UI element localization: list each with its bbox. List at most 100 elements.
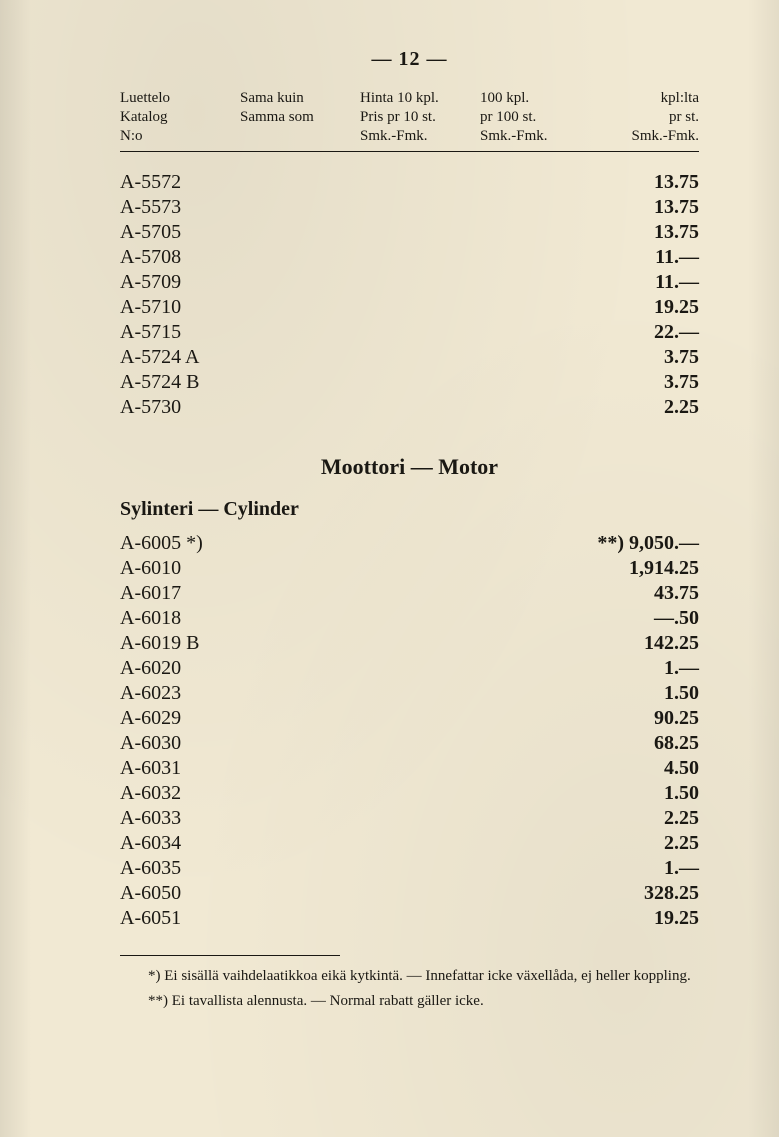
item-code: A-6018 — [120, 606, 181, 631]
item-code: A-5572 — [120, 170, 181, 195]
price-list-top: A-5572 13.75 A-5573 13.75 A-5705 13.75 A-5708 1… — [120, 170, 699, 420]
header-text: 100 kpl. — [480, 89, 600, 108]
table-row: A-5715 22.— — [120, 320, 699, 345]
item-code: A-6005 *) — [120, 531, 203, 556]
table-row: A-6029 90.25 — [120, 706, 699, 731]
table-row: A-5708 11.— — [120, 245, 699, 270]
item-price: 19.25 — [654, 906, 699, 931]
table-row: A-6035 1.— — [120, 856, 699, 881]
item-code: A-5730 — [120, 395, 181, 420]
table-row: A-5705 13.75 — [120, 220, 699, 245]
item-code: A-5573 — [120, 195, 181, 220]
item-code: A-5724 A — [120, 345, 199, 370]
item-code: A-5705 — [120, 220, 181, 245]
item-price: 328.25 — [644, 881, 699, 906]
footnote-1: *) Ei sisällä vaihdelaatikkoa eikä kytki… — [120, 966, 699, 986]
section-title: Moottori — Motor — [120, 454, 699, 480]
item-code: A-6029 — [120, 706, 181, 731]
item-price: 1,914.25 — [629, 556, 699, 581]
item-code: A-5708 — [120, 245, 181, 270]
header-text: Samma som — [240, 108, 360, 127]
table-row: A-6030 68.25 — [120, 731, 699, 756]
item-price: —.50 — [654, 606, 699, 631]
item-code: A-6050 — [120, 881, 181, 906]
table-row: A-5730 2.25 — [120, 395, 699, 420]
price-list-bottom: A-6005 *)**) 9,050.—A-60101,914.25A-6017… — [120, 531, 699, 931]
header-text: pr st. — [600, 108, 699, 127]
table-row: A-6017 43.75 — [120, 581, 699, 606]
table-row: A-5573 13.75 — [120, 195, 699, 220]
item-price: 13.75 — [654, 220, 699, 245]
item-code: A-6031 — [120, 756, 181, 781]
table-row: A-6019 B 142.25 — [120, 631, 699, 656]
table-row: A-5709 11.— — [120, 270, 699, 295]
item-price: 2.25 — [664, 395, 699, 420]
table-header: Luettelo Katalog N:o Sama kuin Samma som… — [120, 89, 699, 152]
item-price: 11.— — [655, 245, 699, 270]
item-price: **) 9,050.— — [597, 531, 699, 556]
item-price: 3.75 — [664, 370, 699, 395]
table-row: A-6023 1.50 — [120, 681, 699, 706]
header-col-price10: Hinta 10 kpl. Pris pr 10 st. Smk.-Fmk. — [360, 89, 480, 145]
page-number: — 12 — — [120, 48, 699, 71]
item-price: 2.25 — [664, 831, 699, 856]
table-row: A-6031 4.50 — [120, 756, 699, 781]
table-row: A-6010 1,914.25 — [120, 556, 699, 581]
table-row: A-60201.— — [120, 656, 699, 681]
header-col-sameas: Sama kuin Samma som — [240, 89, 360, 145]
page: — 12 — Luettelo Katalog N:o Sama kuin Sa… — [0, 0, 779, 1137]
header-text: Pris pr 10 st. — [360, 108, 480, 127]
item-price: 43.75 — [654, 581, 699, 606]
footnotes: *) Ei sisällä vaihdelaatikkoa eikä kytki… — [120, 966, 699, 1011]
header-text: Smk.-Fmk. — [600, 127, 699, 146]
table-row: A-5572 13.75 — [120, 170, 699, 195]
item-price: 2.25 — [664, 806, 699, 831]
item-code: A-5710 — [120, 295, 181, 320]
item-code: A-5709 — [120, 270, 181, 295]
item-price: 90.25 — [654, 706, 699, 731]
item-code: A-5715 — [120, 320, 181, 345]
item-price: 13.75 — [654, 195, 699, 220]
item-price: 13.75 — [654, 170, 699, 195]
item-code: A-6010 — [120, 556, 181, 581]
item-price: 142.25 — [644, 631, 699, 656]
header-text: Katalog — [120, 108, 240, 127]
item-code: A-5724 B — [120, 370, 199, 395]
item-code: A-6034 — [120, 831, 181, 856]
table-row: A-60332.25 — [120, 806, 699, 831]
section-subtitle: Sylinteri — Cylinder — [120, 498, 699, 521]
header-text: kpl:lta — [600, 89, 699, 108]
item-price: 68.25 — [654, 731, 699, 756]
item-price: 1.50 — [664, 781, 699, 806]
table-row: A-6050 328.25 — [120, 881, 699, 906]
table-row: A-5710 19.25 — [120, 295, 699, 320]
item-code: A-6030 — [120, 731, 181, 756]
item-code: A-6035 — [120, 856, 181, 881]
item-code: A-6051 — [120, 906, 181, 931]
item-code: A-6019 B — [120, 631, 199, 656]
header-text: Luettelo — [120, 89, 240, 108]
item-price: 11.— — [655, 270, 699, 295]
item-code: A-6017 — [120, 581, 181, 606]
item-price: 22.— — [654, 320, 699, 345]
table-row: A-6005 *) **) 9,050.— — [120, 531, 699, 556]
table-row: A-6034 2.25 — [120, 831, 699, 856]
item-price: 1.— — [664, 656, 699, 681]
header-text: Sama kuin — [240, 89, 360, 108]
header-text: Smk.-Fmk. — [480, 127, 600, 146]
item-price: 3.75 — [664, 345, 699, 370]
item-code: A-6032 — [120, 781, 181, 806]
item-price: 1.— — [664, 856, 699, 881]
item-price: 1.50 — [664, 681, 699, 706]
header-text: N:o — [120, 127, 240, 146]
item-price: 19.25 — [654, 295, 699, 320]
table-row: A-6032 1.50 — [120, 781, 699, 806]
table-row: A-5724 A 3.75 — [120, 345, 699, 370]
table-row: A-5724 B 3.75 — [120, 370, 699, 395]
footnote-2: **) Ei tavallista alennusta. — Normal ra… — [120, 991, 699, 1011]
header-col-price-each: kpl:lta pr st. Smk.-Fmk. — [600, 89, 699, 145]
item-code: A-6023 — [120, 681, 181, 706]
footnote-divider — [120, 955, 340, 956]
item-price: 4.50 — [664, 756, 699, 781]
header-col-price100: 100 kpl. pr 100 st. Smk.-Fmk. — [480, 89, 600, 145]
